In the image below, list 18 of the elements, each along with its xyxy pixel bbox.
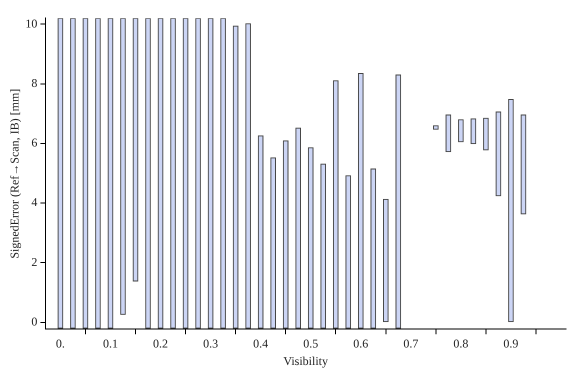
x-tick-label: 0.5 bbox=[303, 336, 318, 351]
y-tick-label: 4 bbox=[31, 195, 38, 210]
x-tick-label: 0. bbox=[56, 336, 65, 351]
x-tick-label: 0.2 bbox=[153, 336, 168, 351]
y-axis-title: SignedError (Ref→Scan, IB) [mm] bbox=[7, 88, 22, 259]
y-tick-label: 8 bbox=[31, 76, 38, 90]
x-tick-label: 0.7 bbox=[403, 336, 418, 351]
x-tick-label: 0.1 bbox=[102, 336, 118, 351]
x-tick-label: 0.4 bbox=[253, 336, 268, 351]
y-tick-label: 2 bbox=[31, 254, 38, 269]
x-axis-title: Visibility bbox=[283, 354, 328, 368]
x-tick-label: 0.9 bbox=[503, 336, 518, 351]
y-tick-label: 10 bbox=[25, 16, 38, 30]
y-tick-label: 0 bbox=[31, 314, 38, 328]
x-tick-label: 0.8 bbox=[453, 336, 468, 351]
y-tick-label: 6 bbox=[31, 136, 38, 150]
x-tick-label: 0.3 bbox=[203, 336, 218, 351]
x-tick-label: 0.6 bbox=[353, 336, 368, 351]
